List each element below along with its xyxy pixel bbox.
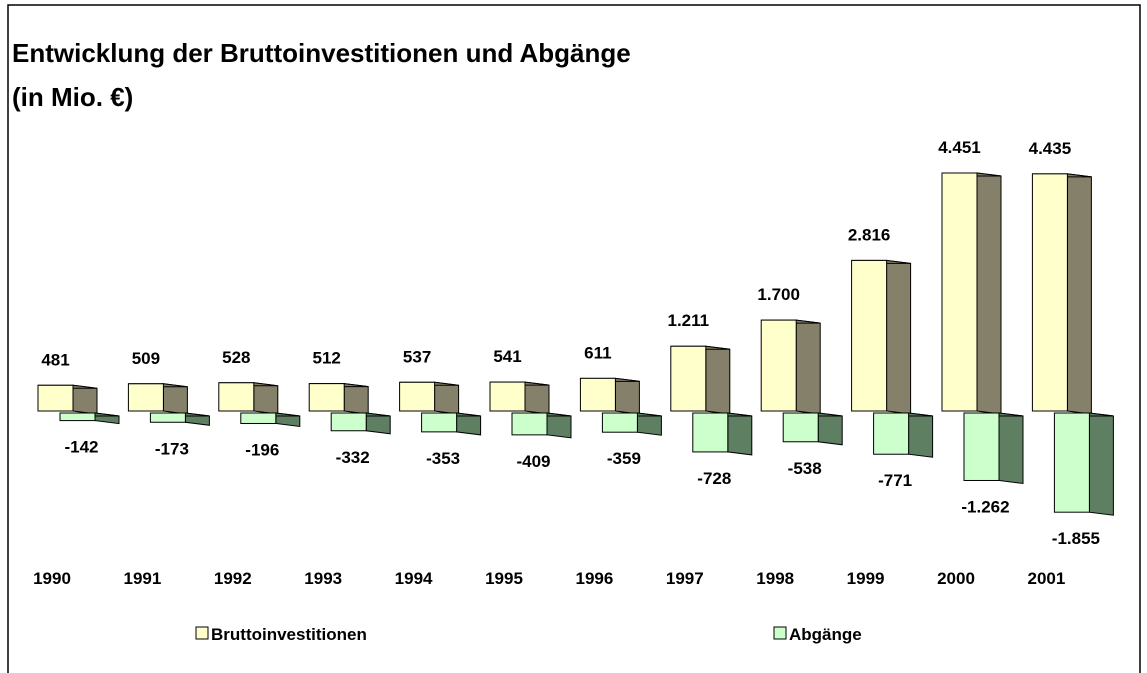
data-label: -728 <box>697 469 731 488</box>
bar <box>851 259 888 412</box>
data-label: 1.700 <box>757 285 800 304</box>
bar <box>37 384 74 412</box>
data-label: -409 <box>516 452 550 471</box>
data-label: 537 <box>403 347 431 366</box>
data-label: -1.262 <box>961 497 1009 516</box>
bar-side <box>976 172 1002 415</box>
bar-side <box>1088 412 1114 516</box>
bar <box>963 412 1000 481</box>
bar <box>1031 173 1068 412</box>
bar <box>240 412 277 424</box>
data-label: -353 <box>426 449 460 468</box>
x-tick-label: 1991 <box>123 569 161 588</box>
x-tick-label: 1994 <box>395 569 433 588</box>
bar-side <box>908 412 934 458</box>
data-label: 2.816 <box>848 225 891 244</box>
data-label: -359 <box>607 449 641 468</box>
bar <box>782 412 819 443</box>
legend-label: Bruttoinvestitionen <box>211 625 367 644</box>
x-tick-label: 1992 <box>214 569 252 588</box>
x-tick-label: 1996 <box>575 569 613 588</box>
data-label: 4.435 <box>1029 139 1072 158</box>
bar <box>579 377 616 412</box>
data-label: -771 <box>878 471 912 490</box>
bar-side <box>705 345 731 415</box>
x-tick-label: 1999 <box>847 569 885 588</box>
x-tick-label: 1997 <box>666 569 704 588</box>
bar-side <box>614 377 640 415</box>
data-label: 611 <box>584 343 611 362</box>
bar-side <box>162 383 188 415</box>
bar-side <box>343 383 369 415</box>
bar <box>489 381 526 412</box>
data-label: 528 <box>222 348 250 367</box>
bar-side <box>524 381 550 415</box>
data-label: 481 <box>41 350 69 369</box>
bar <box>308 383 345 412</box>
x-tick-label: 2001 <box>1027 569 1065 588</box>
bar <box>511 412 548 436</box>
bar <box>421 412 458 433</box>
x-tick-label: 1995 <box>485 569 523 588</box>
data-label: 512 <box>313 349 341 368</box>
x-tick-label: 1993 <box>304 569 342 588</box>
chart-title: Entwicklung der Bruttoinvestitionen und … <box>12 38 631 68</box>
data-label: -173 <box>155 439 189 458</box>
bar-side <box>795 319 821 415</box>
bar <box>670 345 707 412</box>
data-label: -196 <box>245 440 279 459</box>
bar-side <box>998 412 1024 485</box>
chart-subtitle: (in Mio. €) <box>12 82 133 112</box>
bar-side <box>1066 173 1092 415</box>
bar-side <box>434 381 460 415</box>
bar-side <box>72 384 98 415</box>
data-label: 4.451 <box>938 138 981 157</box>
bar <box>218 382 255 412</box>
data-label: -1.855 <box>1052 529 1100 548</box>
bar-side <box>817 412 843 446</box>
bar <box>941 172 978 412</box>
data-label: 1.211 <box>667 311 709 330</box>
data-label: -142 <box>64 438 98 457</box>
data-label: -332 <box>336 448 370 467</box>
x-tick-label: 1998 <box>756 569 794 588</box>
bar <box>692 412 729 453</box>
x-tick-label: 2000 <box>937 569 975 588</box>
bar-side <box>253 382 279 415</box>
bar <box>873 412 910 455</box>
bar <box>1053 412 1090 513</box>
bar <box>760 319 797 412</box>
bar-side <box>886 259 912 415</box>
data-label: 541 <box>493 347 521 366</box>
legend-swatch <box>195 626 209 640</box>
bar <box>601 412 638 433</box>
bar <box>59 412 96 422</box>
bar <box>330 412 367 432</box>
data-label: 509 <box>132 349 160 368</box>
legend-swatch <box>773 626 787 640</box>
bar-side <box>546 412 572 439</box>
bar <box>149 412 186 423</box>
legend-label: Abgänge <box>789 625 862 644</box>
bar <box>399 381 436 412</box>
bar <box>127 383 164 412</box>
bar-side <box>727 412 753 456</box>
x-tick-label: 1990 <box>33 569 71 588</box>
data-label: -538 <box>788 459 822 478</box>
